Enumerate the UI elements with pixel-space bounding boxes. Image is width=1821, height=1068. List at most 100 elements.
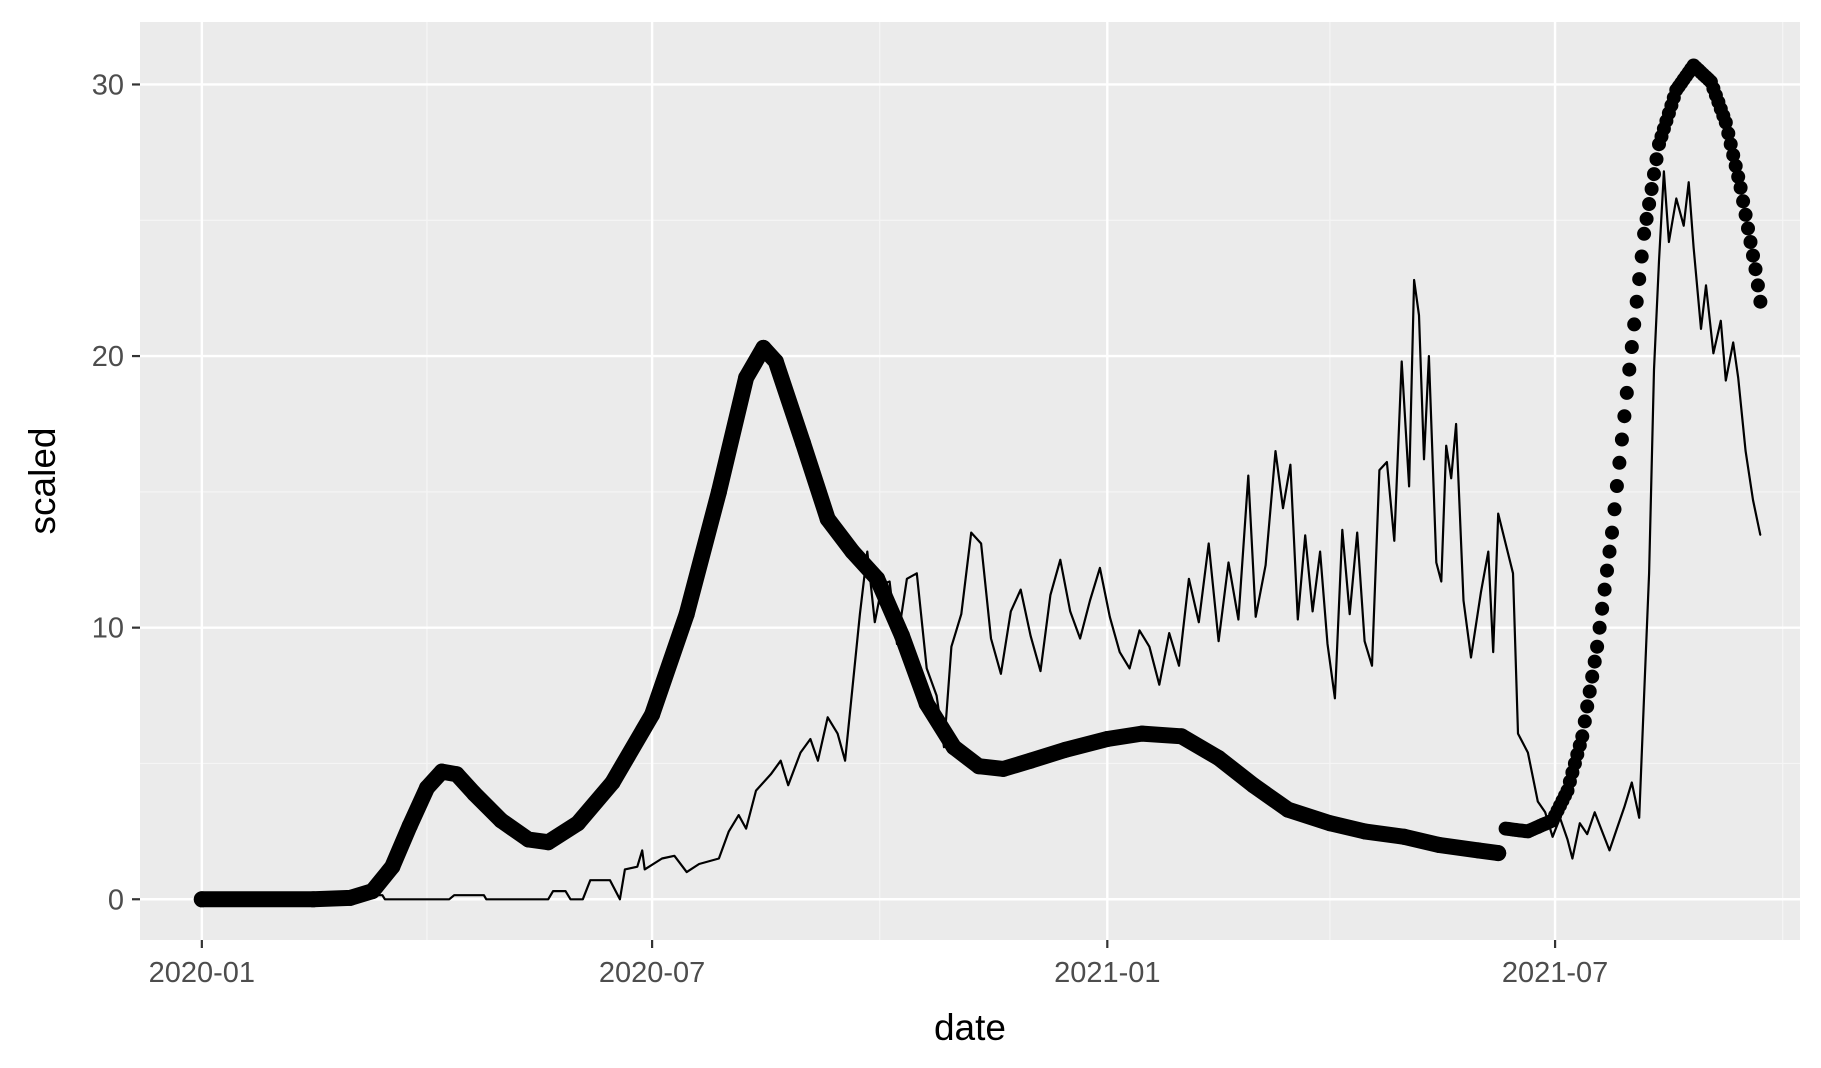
data-point (1616, 828, 1618, 830)
data-point (950, 646, 953, 648)
data-point (881, 583, 883, 585)
data-point (569, 815, 586, 832)
data-point (1455, 423, 1457, 425)
series-thin-line (201, 170, 1762, 901)
data-point (1648, 572, 1650, 574)
data-point (1559, 817, 1561, 819)
data-point (644, 706, 661, 723)
data-point (844, 543, 861, 560)
data-point (1428, 355, 1430, 357)
data-point (817, 760, 819, 762)
data-point (1312, 610, 1314, 613)
data-point (1069, 610, 1071, 613)
data-point (1349, 613, 1351, 615)
data-point (1693, 246, 1695, 248)
data-point (384, 898, 386, 900)
data-point (916, 572, 918, 574)
data-point (1401, 360, 1403, 363)
data-point (1440, 580, 1442, 583)
data-point (710, 483, 727, 500)
data-point (1759, 534, 1761, 536)
data-point (589, 879, 591, 881)
data-point (1537, 800, 1539, 803)
data-point (995, 760, 1012, 777)
data-point (1575, 729, 1590, 744)
data-point (926, 667, 928, 670)
data-point (1585, 669, 1600, 684)
data-point (1653, 369, 1655, 371)
data-point (1480, 591, 1482, 594)
data-point (1675, 197, 1677, 200)
data-point (799, 752, 802, 754)
data-point (1497, 513, 1499, 515)
data-point (1712, 352, 1714, 354)
data-point (1587, 654, 1602, 669)
data-point (1748, 262, 1763, 277)
data-point (1642, 197, 1657, 211)
series-thick-points (193, 339, 1507, 908)
data-point (936, 695, 938, 697)
data-point (401, 817, 418, 834)
data-point (1210, 750, 1227, 766)
data-point (970, 532, 972, 534)
data-point (619, 898, 621, 900)
data-point (1378, 469, 1380, 471)
data-point (1736, 194, 1751, 209)
data-point (1393, 540, 1395, 542)
data-point (1623, 806, 1625, 808)
data-point (448, 766, 465, 783)
data-point (970, 758, 987, 775)
y-axis: 0 10 20 30 (92, 69, 140, 916)
data-point (1282, 507, 1284, 509)
x-tick-label: 2020-07 (599, 957, 705, 989)
data-point (1445, 445, 1447, 447)
y-tick-label: 0 (108, 884, 124, 916)
data-point (201, 898, 203, 900)
data-point (1304, 534, 1306, 536)
y-axis-title: scaled (22, 428, 63, 535)
data-point (755, 790, 757, 792)
data-point (1634, 249, 1649, 264)
data-point (728, 830, 730, 833)
data-point (1609, 479, 1624, 493)
data-point (1079, 637, 1081, 640)
data-point (1470, 842, 1487, 859)
data-point (636, 866, 638, 868)
data-point (1725, 379, 1727, 382)
data-point (1552, 836, 1554, 838)
data-point (673, 855, 676, 857)
data-point (787, 784, 789, 786)
data-point (896, 643, 898, 645)
data-point (1326, 643, 1329, 645)
data-point (1512, 572, 1514, 574)
data-point (1731, 169, 1746, 184)
x-tick-label: 2021-01 (1054, 957, 1160, 989)
data-point (1133, 725, 1150, 742)
data-point (906, 578, 908, 580)
data-point (738, 814, 740, 816)
data-point (569, 898, 572, 900)
data-point (1505, 542, 1507, 545)
plot-panel (140, 22, 1800, 940)
data-point (1356, 823, 1373, 840)
data-point (1450, 477, 1452, 479)
data-point (1622, 362, 1637, 377)
data-point (1462, 599, 1465, 602)
data-point (1580, 699, 1595, 714)
data-point (1647, 167, 1661, 182)
data-point (1683, 225, 1685, 227)
data-point (1728, 158, 1743, 173)
data-point (1247, 475, 1249, 477)
data-point (1737, 377, 1739, 379)
data-point (1265, 564, 1267, 566)
data-point (1590, 639, 1605, 654)
data-point (745, 828, 747, 830)
data-point (1617, 409, 1632, 424)
data-point (1341, 529, 1343, 531)
data-point (980, 542, 982, 545)
data-point (866, 551, 868, 553)
data-point (547, 898, 549, 900)
data-point (1601, 830, 1603, 833)
data-point (1148, 646, 1150, 648)
